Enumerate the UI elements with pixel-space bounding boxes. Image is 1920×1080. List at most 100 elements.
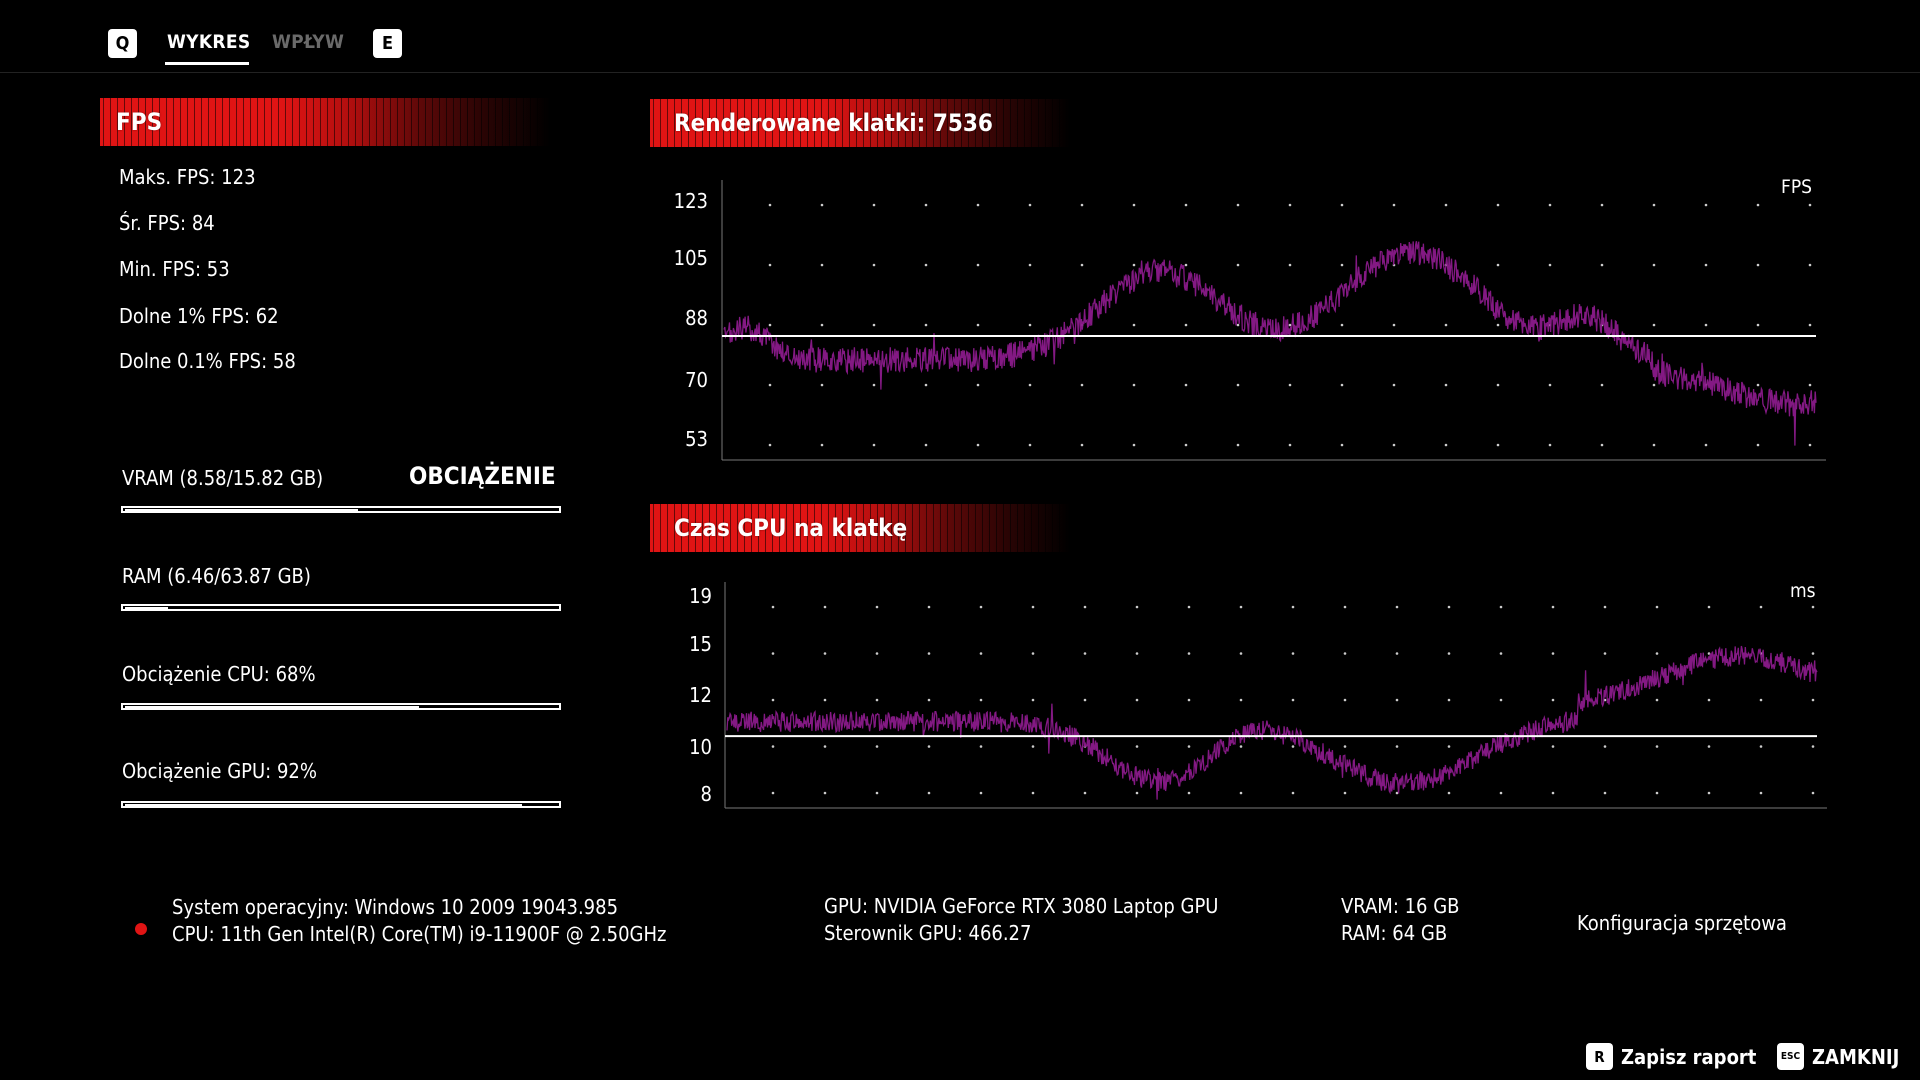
grid-dot (1187, 791, 1191, 795)
grid-dot (1603, 745, 1607, 748)
grid-dot (1031, 698, 1035, 702)
grid-dot (1395, 652, 1399, 655)
grid-dot (1707, 745, 1711, 748)
grid-dot (1184, 323, 1188, 327)
grid-dot (1499, 698, 1503, 702)
ram-load-bar (121, 604, 561, 611)
grid-dot (1759, 605, 1763, 609)
grid-dot (1756, 203, 1760, 207)
grid-dot (872, 203, 876, 207)
save-report-button[interactable]: R Zapisz raport (1586, 1043, 1756, 1070)
save-report-label: Zapisz raport (1621, 1044, 1757, 1069)
grid-dot (1187, 698, 1191, 702)
load-panel-title: OBCIĄŻENIE (409, 462, 556, 490)
close-label: ZAMKNIJ (1812, 1044, 1900, 1069)
grid-dot (1808, 203, 1812, 207)
grid-dot (1083, 698, 1087, 702)
grid-dot (1444, 323, 1448, 327)
grid-dot (1447, 698, 1451, 702)
grid-dot (1603, 791, 1607, 795)
grid-dot (1187, 652, 1191, 655)
grid-dot (1031, 745, 1035, 748)
grid-dot (1184, 203, 1188, 207)
grid-dot (1707, 791, 1711, 795)
grid-dot (1291, 745, 1295, 748)
grid-dot (1600, 263, 1604, 267)
grid-dot (771, 698, 775, 702)
grid-dot (875, 791, 879, 795)
grid-dot (823, 698, 827, 702)
grid-dot (1291, 791, 1295, 795)
grid-dot (1132, 203, 1136, 207)
grid-dot (1239, 745, 1243, 748)
stat-low01-fps: Dolne 0.1% FPS: 58 (119, 349, 296, 373)
grid-dot (1756, 263, 1760, 267)
grid-dot (1811, 652, 1815, 655)
gpu-load-bar (121, 801, 561, 808)
grid-dot (875, 698, 879, 702)
tab-wykres[interactable]: WYKRES (167, 31, 251, 53)
status-dot (135, 923, 147, 935)
grid-dot (924, 383, 928, 387)
grid-dot (768, 203, 772, 207)
grid-dot (1083, 652, 1087, 655)
cpu-tick-12: 12 (689, 683, 712, 707)
grid-dot (1028, 323, 1032, 327)
grid-dot (1184, 263, 1188, 267)
grid-dot (927, 791, 931, 795)
grid-dot (1603, 652, 1607, 655)
fps-chart-unit: FPS (1781, 176, 1812, 198)
grid-dot (1132, 443, 1136, 447)
grid-dot (820, 203, 824, 207)
grid-dot (1083, 791, 1087, 795)
grid-dot (1808, 383, 1812, 387)
grid-dot (1603, 605, 1607, 609)
grid-dot (1808, 443, 1812, 447)
grid-dot (1652, 383, 1656, 387)
grid-dot (1811, 698, 1815, 702)
grid-dot (924, 323, 928, 327)
grid-dot (768, 323, 772, 327)
grid-dot (1496, 263, 1500, 267)
grid-dot (1187, 605, 1191, 609)
grid-dot (768, 263, 772, 267)
grid-dot (1447, 652, 1451, 655)
grid-dot (768, 383, 772, 387)
grid-dot (1340, 443, 1344, 447)
grid-dot (979, 605, 983, 609)
grid-dot (927, 605, 931, 609)
tab-prev-key-q[interactable]: Q (108, 29, 137, 58)
fps-tick-105: 105 (673, 246, 708, 270)
grid-dot (1343, 652, 1347, 655)
grid-dot (1343, 698, 1347, 702)
close-button[interactable]: ESC ZAMKNIJ (1777, 1043, 1899, 1070)
grid-dot (1395, 605, 1399, 609)
grid-dot (1704, 443, 1708, 447)
grid-dot (1031, 605, 1035, 609)
active-tab-underline (165, 62, 249, 65)
grid-dot (1288, 203, 1292, 207)
cpu-info: CPU: 11th Gen Intel(R) Core(TM) i9-11900… (172, 922, 667, 946)
grid-dot (1392, 323, 1396, 327)
grid-dot (1652, 443, 1656, 447)
grid-dot (1756, 383, 1760, 387)
grid-dot (1031, 652, 1035, 655)
grid-dot (1600, 203, 1604, 207)
tab-wplyw[interactable]: WPŁYW (272, 31, 345, 53)
grid-dot (872, 323, 876, 327)
cpu-load-label: Obciążenie CPU: 68% (122, 662, 316, 686)
cpu-tick-10: 10 (689, 735, 712, 759)
grid-dot (1291, 605, 1295, 609)
grid-dot (979, 652, 983, 655)
grid-dot (924, 443, 928, 447)
grid-dot (1551, 745, 1555, 748)
grid-dot (1551, 652, 1555, 655)
grid-dot (1395, 791, 1399, 795)
grid-dot (768, 443, 772, 447)
grid-dot (927, 652, 931, 655)
tab-next-key-e[interactable]: E (373, 29, 402, 58)
fps-tick-70: 70 (685, 368, 708, 392)
stat-min-fps: Min. FPS: 53 (119, 257, 230, 281)
grid-dot (1707, 698, 1711, 702)
grid-dot (1028, 383, 1032, 387)
